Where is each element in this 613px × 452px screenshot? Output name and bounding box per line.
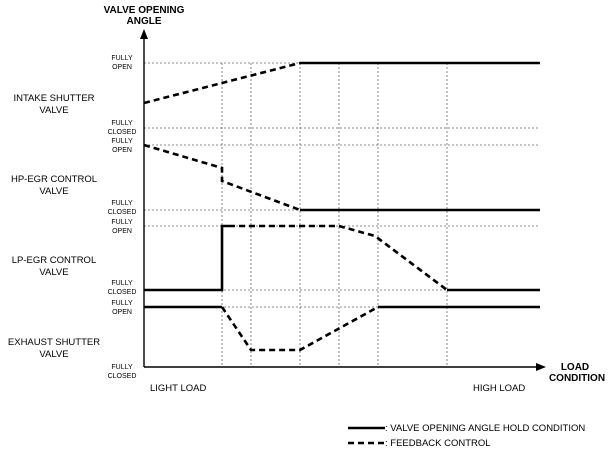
legend-dashed-text: : FEEDBACK CONTROL xyxy=(385,438,491,449)
axes xyxy=(140,29,546,371)
hp-egr-control-valve-trace xyxy=(143,143,540,212)
exhaust-closed-closed: CLOSED xyxy=(108,373,137,380)
exhaust-open-fully: FULLY xyxy=(111,300,133,307)
vertical-gridlines xyxy=(221,63,448,367)
y-axis-title-line2: ANGLE xyxy=(127,16,162,27)
exhaust-shutter-label-line1: EXHAUST SHUTTER xyxy=(8,337,100,348)
horizontal-gridlines xyxy=(144,62,540,308)
y-axis-title-line1: VALVE OPENING xyxy=(104,5,185,16)
exhaust-open-open: OPEN xyxy=(112,309,132,316)
lp-egr-control-valve-trace xyxy=(144,224,540,292)
exhaust-feedback-line xyxy=(220,305,379,352)
lp-egr-hold-line-left xyxy=(144,224,229,292)
exhaust-shutter-valve-trace xyxy=(144,305,540,352)
lp-egr-feedback-line xyxy=(229,224,448,292)
legend: : VALVE OPENING ANGLE HOLD CONDITION : F… xyxy=(348,423,585,449)
exhaust-closed-fully: FULLY xyxy=(111,364,133,371)
hp-egr-open-open: OPEN xyxy=(112,147,132,154)
hp-egr-feedback-line xyxy=(143,143,301,212)
hp-egr-closed-fully: FULLY xyxy=(111,200,133,207)
lp-egr-open-open: OPEN xyxy=(112,228,132,235)
intake-open-fully: FULLY xyxy=(111,55,133,62)
intake-feedback-line xyxy=(143,61,301,105)
intake-shutter-valve-trace xyxy=(143,61,540,105)
lp-egr-label-line1: LP-EGR CONTROL xyxy=(12,255,96,266)
hp-egr-label-line1: HP-EGR CONTROL xyxy=(11,174,97,185)
exhaust-shutter-label-line2: VALVE xyxy=(39,349,68,360)
hp-egr-label-line2: VALVE xyxy=(39,186,68,197)
valve-labels: INTAKE SHUTTER VALVE HP-EGR CONTROL VALV… xyxy=(8,93,100,360)
lp-egr-closed-closed: CLOSED xyxy=(108,289,137,296)
x-axis-arrowhead xyxy=(536,363,546,371)
intake-shutter-label-line2: VALVE xyxy=(39,105,68,116)
intake-closed-fully: FULLY xyxy=(111,120,133,127)
hp-egr-closed-closed: CLOSED xyxy=(108,209,137,216)
hp-egr-open-fully: FULLY xyxy=(111,138,133,145)
lp-egr-closed-fully: FULLY xyxy=(111,280,133,287)
y-axis-arrowhead xyxy=(140,29,148,39)
intake-open-open: OPEN xyxy=(112,64,132,71)
lp-egr-label-line2: VALVE xyxy=(39,267,68,278)
level-labels: FULLY OPEN FULLY CLOSED FULLY OPEN FULLY… xyxy=(108,55,137,380)
x-axis-title-line2: CONDITION xyxy=(549,373,605,384)
light-load-label: LIGHT LOAD xyxy=(150,383,206,394)
high-load-label: HIGH LOAD xyxy=(473,383,525,394)
intake-closed-closed: CLOSED xyxy=(108,129,137,136)
intake-shutter-label-line1: INTAKE SHUTTER xyxy=(13,93,94,104)
legend-solid-text: : VALVE OPENING ANGLE HOLD CONDITION xyxy=(385,423,585,434)
lp-egr-open-fully: FULLY xyxy=(111,219,133,226)
x-axis-title-line1: LOAD xyxy=(561,362,589,373)
